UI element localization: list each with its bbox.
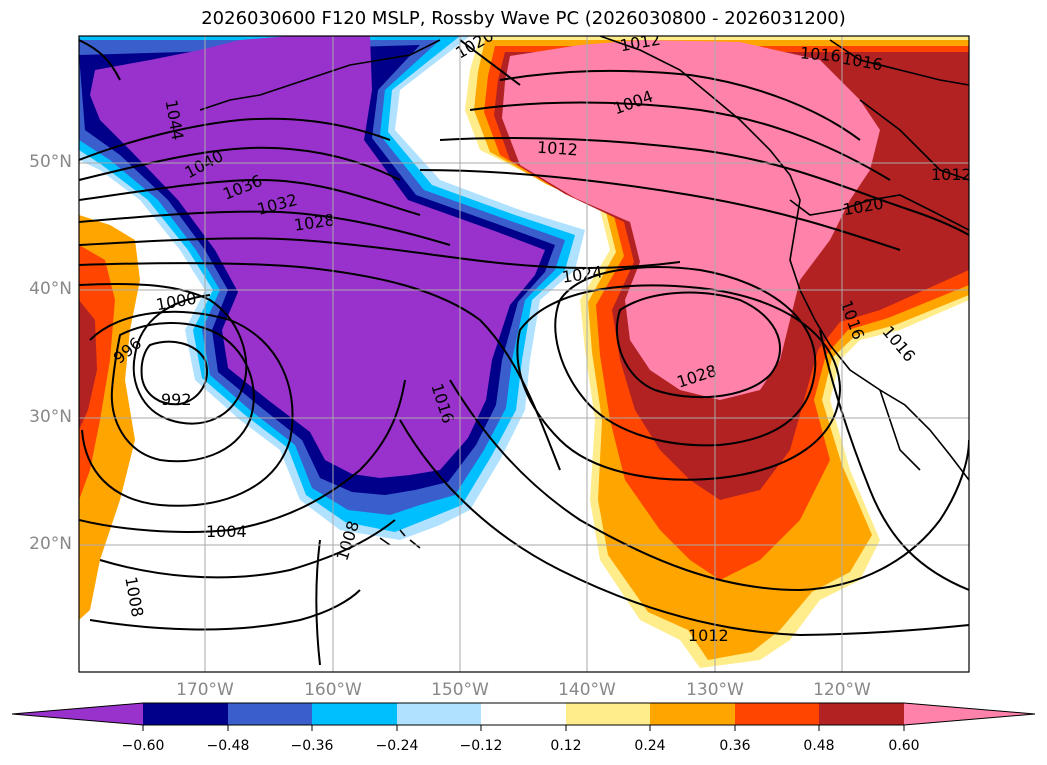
colorbar-tick-label: 0.24 — [634, 738, 666, 754]
gridlines — [79, 36, 969, 672]
contour-label: 992 — [161, 390, 192, 409]
contour-label: 1012 — [688, 626, 729, 645]
colorbar-ticks — [142, 725, 905, 731]
colorbar-segment — [819, 703, 904, 725]
colorbar-tick-label: −0.60 — [121, 738, 165, 754]
colorbar-tick-label: 0.60 — [888, 738, 920, 754]
colorbar — [11, 702, 1036, 731]
colorbar-segment — [312, 703, 397, 725]
plot-frame — [78, 35, 970, 673]
colorbar-tick-label: −0.24 — [375, 738, 419, 754]
latitude-label: 20°N — [29, 534, 72, 554]
colorbar-tick-label: −0.36 — [290, 738, 334, 754]
contour-label: 1016 — [799, 43, 841, 65]
longitude-label: 130°W — [686, 680, 744, 700]
colorbar-tick-label: −0.48 — [206, 738, 250, 754]
colorbar-segment — [904, 703, 1035, 725]
colorbar-segment — [143, 703, 228, 725]
latitude-label: 50°N — [29, 152, 72, 172]
colorbar-tick-label: 0.12 — [550, 738, 582, 754]
latitude-label: 30°N — [29, 407, 72, 427]
contour-label: 1004 — [206, 522, 247, 541]
colorbar-tick-label: 0.48 — [803, 738, 835, 754]
colorbar-segment — [228, 703, 312, 725]
colorbar-segment — [650, 703, 735, 725]
latitude-label: 40°N — [29, 279, 72, 299]
colorbar-tick-label: 0.36 — [719, 738, 751, 754]
map-title: 2026030600 F120 MSLP, Rossby Wave PC (20… — [201, 8, 846, 29]
colorbar-tick-label: −0.12 — [459, 738, 503, 754]
longitude-label: 150°W — [431, 680, 489, 700]
negative-anomaly-core — [90, 36, 545, 478]
longitude-label: 120°W — [813, 680, 871, 700]
colorbar-segment — [397, 703, 481, 725]
contour-label: 1012 — [931, 165, 972, 184]
contour-label: 1012 — [536, 138, 578, 160]
positive-anomaly-west-core — [79, 245, 115, 500]
positive-anomaly-west-dark — [79, 300, 97, 430]
longitude-label: 140°W — [558, 680, 616, 700]
colorbar-segment — [12, 703, 143, 725]
colorbar-segment — [735, 703, 819, 725]
coastlines — [199, 36, 969, 549]
colorbar-segment — [566, 703, 650, 725]
longitude-label: 170°W — [176, 680, 234, 700]
longitude-label: 160°W — [304, 680, 362, 700]
colorbar-segment — [481, 703, 566, 725]
